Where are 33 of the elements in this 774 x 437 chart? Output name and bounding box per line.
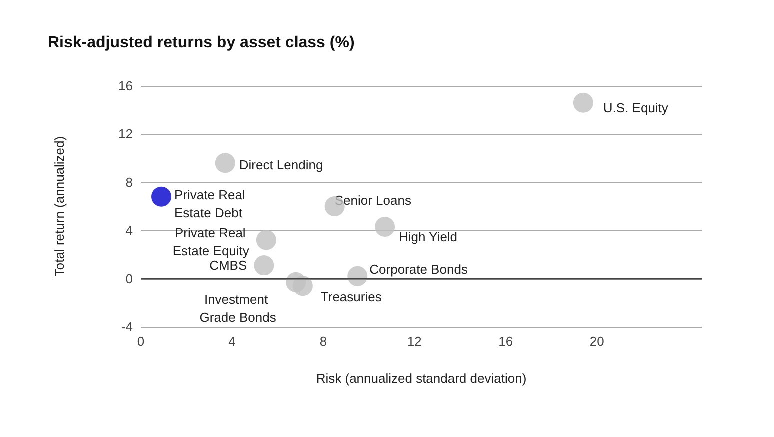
annotation: Direct Lending — [239, 158, 324, 173]
x-tick-label: 12 — [407, 334, 422, 349]
point — [256, 230, 276, 250]
y-tick-label: 12 — [118, 126, 133, 142]
y-tick-label: 4 — [126, 223, 133, 238]
chart-title: Risk-adjusted returns by asset class (%) — [48, 34, 355, 52]
x-tick-label: 16 — [498, 334, 514, 349]
y-axis-title: Total return (annualized) — [52, 136, 67, 277]
point — [215, 153, 236, 174]
annotation: Private Real Estate Debt — [174, 187, 249, 220]
x-axis-title: Risk (annualized standard deviation) — [316, 371, 527, 386]
point — [348, 266, 368, 286]
annotation: Corporate Bonds — [370, 262, 468, 277]
point — [254, 256, 274, 276]
y-tick-label: 16 — [118, 78, 133, 94]
point — [292, 276, 313, 296]
y-tick-label: 0 — [126, 271, 133, 286]
annotation: Investment Grade Bonds — [200, 292, 277, 325]
annotation: U.S. Equity — [603, 100, 669, 116]
point — [375, 216, 396, 237]
x-tick-label: 4 — [228, 334, 236, 349]
annotation: High Yield — [399, 229, 458, 244]
x-tick-label: 0 — [137, 334, 145, 349]
x-tick-label: 20 — [590, 334, 604, 349]
annotation: CMBS — [210, 258, 248, 274]
y-tick-label: 8 — [126, 174, 133, 190]
annotation: Senior Loans — [334, 193, 412, 208]
annotation: Private Real Estate Equity — [172, 226, 250, 259]
y-tick-label: -4 — [121, 320, 133, 334]
x-tick-label: 8 — [320, 334, 328, 349]
point — [152, 186, 172, 207]
annotation: Treasuries — [320, 290, 382, 305]
point — [573, 92, 594, 113]
